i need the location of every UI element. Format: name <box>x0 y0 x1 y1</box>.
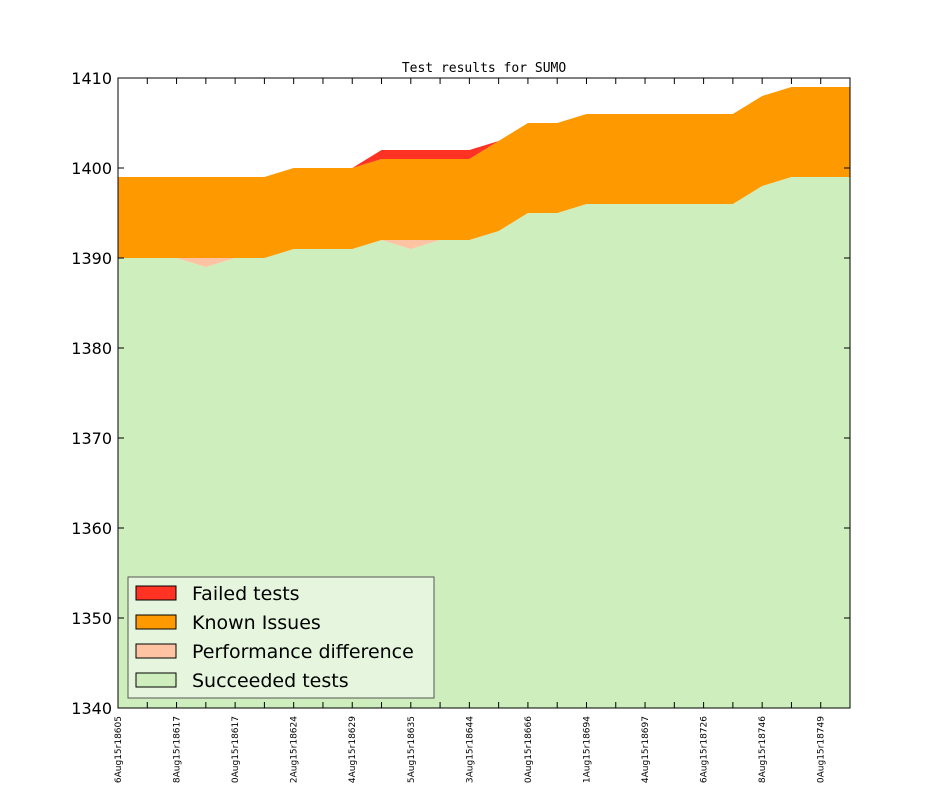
y-tick-label: 1340 <box>71 699 112 718</box>
x-tick-label: 0Aug15r18617 <box>231 716 241 783</box>
plot-frame <box>117 77 851 709</box>
axes: 1340 1350 1360 1370 1380 1390 1400 1410 6Aug15r1… <box>71 69 851 783</box>
legend-label: Succeeded tests <box>192 670 349 692</box>
y-tick-label: 1350 <box>71 609 112 628</box>
legend-swatch <box>135 672 177 688</box>
legend-swatch <box>135 614 177 630</box>
area-layers <box>118 87 850 708</box>
x-tick-label: 8Aug15r18617 <box>173 716 183 783</box>
x-tick-label: 5Aug15r18635 <box>407 716 417 783</box>
area-known-issues <box>118 87 850 258</box>
x-tick-label: 8Aug15r18746 <box>758 716 768 783</box>
x-tick-label: 0Aug15r18749 <box>817 716 827 783</box>
legend-label: Failed tests <box>192 583 300 605</box>
legend-label: Known Issues <box>192 612 321 634</box>
x-tick-label: 6Aug15r18726 <box>700 716 710 783</box>
legend-label: Performance difference <box>192 641 414 663</box>
x-tick-label: 1Aug15r18694 <box>582 716 592 783</box>
y-tick-label: 1410 <box>71 69 112 88</box>
legend-swatch <box>135 643 177 659</box>
x-tick-label: 3Aug15r18644 <box>465 716 475 783</box>
legend-swatch <box>135 585 177 601</box>
x-tick-label: 2Aug15r18624 <box>290 716 300 783</box>
legend: Failed tests Known Issues Performance diff… <box>127 576 435 699</box>
x-tick-label: 4Aug15r18697 <box>641 716 651 783</box>
x-tick-label: 0Aug15r18666 <box>524 716 534 783</box>
y-tick-label: 1370 <box>71 429 112 448</box>
area-succeeded-tests <box>118 177 850 708</box>
y-tick-label: 1400 <box>71 159 112 178</box>
chart-title: Test results for SUMO <box>402 61 567 76</box>
y-tick-label: 1360 <box>71 519 112 538</box>
legend-box <box>127 576 435 699</box>
x-tick-label: 4Aug15r18629 <box>348 716 358 783</box>
y-tick-label: 1380 <box>71 339 112 358</box>
y-tick-label: 1390 <box>71 249 112 268</box>
x-tick-label: 6Aug15r18605 <box>114 716 124 783</box>
